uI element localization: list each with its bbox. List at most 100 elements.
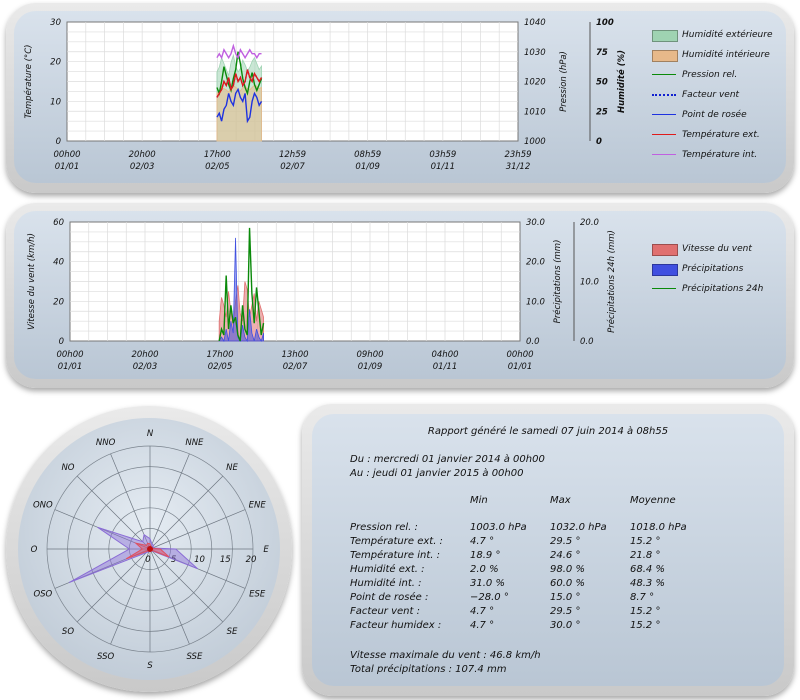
report-row-label: Humidité ext. : (350, 564, 425, 575)
y-tick-label-right: 0 (596, 137, 602, 147)
x-tick-label-time: 08h59 (354, 150, 381, 160)
wind-rose-radial-tick: 0 (145, 555, 150, 565)
y-tick-label-left: 60 (53, 218, 64, 228)
series-line-temp-rature-ext- (216, 69, 263, 98)
wind-rose-direction-label: ENE (249, 501, 267, 511)
report-cell-min: −28.0 ° (470, 592, 509, 603)
wind-rose-direction-label: O (31, 545, 38, 555)
legend-swatch (652, 74, 676, 75)
x-tick-label-date: 02/05 (205, 162, 230, 172)
report-cell-max: 15.0 ° (550, 592, 581, 603)
report-cell-min: 31.0 % (470, 578, 505, 589)
x-tick-label-date: 02/03 (130, 162, 155, 172)
wind-rose-direction-label: SSO (97, 652, 114, 662)
report-cell-min: 4.7 ° (470, 536, 495, 547)
wind-rose-radial-tick: 10 (194, 555, 205, 565)
y-tick-label-right: 1000 (524, 137, 546, 147)
report-cell-avg: 15.2 ° (630, 606, 661, 617)
wind-rose-spoke (149, 509, 246, 550)
y-tick-label-right: 20.0 (526, 258, 545, 268)
wind-rose-direction-label: ONO (33, 501, 53, 511)
series-line-point-de-ros-e (216, 87, 263, 124)
report-header-max: Max (550, 495, 571, 506)
y-tick-label-right: 10.0 (580, 278, 599, 288)
legend-swatch (652, 30, 678, 42)
y-tick-label-right: 1030 (524, 48, 546, 58)
y-tick-label-right: 1020 (524, 78, 546, 88)
legend-swatch (652, 244, 678, 256)
y-axis-label-right: Précipitations (mm) (552, 240, 563, 324)
x-tick-label-time: 20h00 (131, 350, 158, 360)
y-tick-label-left: 0 (59, 337, 64, 347)
y-tick-label-right: 1040 (524, 18, 546, 28)
wind-rose-direction-label: E (263, 545, 269, 555)
report-row-label: Température ext. : (350, 536, 443, 547)
wind-rose-direction-label: NNE (185, 438, 204, 448)
legend-label: Précipitations 24h (682, 284, 764, 294)
report-to: Au : jeudi 01 janvier 2015 à 00h00 (350, 468, 524, 479)
y-axis-label-right: Pression (hPa) (559, 51, 569, 112)
legend-swatch (652, 134, 676, 135)
report-header-avg: Moyenne (630, 495, 676, 506)
legend-label: Humidité intérieure (682, 50, 770, 60)
x-tick-label-time: 17h00 (206, 350, 233, 360)
report-cell-max: 60.0 % (550, 578, 585, 589)
temperature-chart-legend: Humidité extérieure Humidité intérieure Pr… (652, 28, 792, 168)
report-row-label: Facteur humidex : (350, 620, 442, 631)
wind-rose-direction-label: NO (61, 463, 74, 473)
report-cell-max: 29.5 ° (550, 606, 581, 617)
x-tick-label-date: 02/07 (283, 362, 308, 372)
wind-rose-spoke (149, 548, 190, 645)
report-from: Du : mercredi 01 janvier 2014 à 00h00 (350, 454, 545, 465)
x-tick-label-time: 20h00 (129, 150, 156, 160)
legend-swatch (652, 114, 676, 115)
legend-label: Vitesse du vent (682, 244, 752, 254)
report-row-label: Pression rel. : (350, 522, 418, 533)
wind-rose-spoke (110, 548, 151, 645)
x-tick-label-time: 17h00 (204, 150, 231, 160)
y-tick-label-right: 20.0 (580, 218, 599, 228)
y-tick-label-left: 40 (53, 258, 64, 268)
report-cell-avg: 15.2 ° (630, 536, 661, 547)
x-tick-label-time: 04h00 (431, 350, 458, 360)
legend-label: Température ext. (682, 130, 760, 140)
wind-rose-spoke (149, 475, 224, 550)
wind-rose-direction-label: NE (226, 463, 238, 473)
wind-rose-spoke (149, 548, 224, 623)
wind-rose-direction-label: SE (227, 627, 238, 637)
y-tick-label-right: 75 (596, 48, 608, 58)
report-panel-inner (312, 414, 784, 686)
y-tick-label-right: 100 (596, 18, 614, 28)
wind-rose-direction-label: OSO (33, 589, 52, 599)
legend-label: Température int. (682, 150, 758, 160)
report-header-min: Min (470, 495, 488, 506)
x-tick-label-date: 02/03 (133, 362, 158, 372)
wind-rose-direction-label: N (147, 429, 154, 439)
report-cell-max: 24.6 ° (550, 550, 581, 561)
series-area-pr-cipitations (218, 237, 264, 343)
wind-rose-direction-label: ESE (249, 589, 266, 599)
x-tick-label-date: 02/05 (208, 362, 233, 372)
report-cell-min: 2.0 % (470, 564, 499, 575)
wind-rose-radial-tick: 5 (171, 555, 176, 565)
x-tick-label-time: 23h59 (504, 150, 531, 160)
report-cell-avg: 1018.0 hPa (630, 522, 687, 533)
report-cell-min: 18.9 ° (470, 550, 501, 561)
y-tick-label-left: 10 (50, 97, 61, 107)
y-tick-label-right: 25 (596, 107, 608, 117)
legend-label: Facteur vent (682, 90, 740, 100)
x-tick-label-date: 01/09 (358, 362, 383, 372)
y-axis-label-right: Précipitations 24h (mm) (606, 230, 617, 333)
x-tick-label-date: 01/09 (355, 162, 380, 172)
y-axis-label-right: Humidité (%) (616, 50, 627, 113)
x-tick-label-time: 09h00 (356, 350, 383, 360)
legend-swatch (652, 50, 678, 62)
y-tick-label-right: 0.0 (580, 337, 594, 347)
report-row-label: Température int. : (350, 550, 440, 561)
wind-rain-chart: 0 20 40 60 Vitesse du vent (km/h) 0.0 10.0 20.0… (27, 218, 617, 372)
report-cell-max: 98.0 % (550, 564, 585, 575)
wind-rose-direction-label: NNO (96, 438, 116, 448)
y-tick-label-left: 20 (50, 58, 61, 68)
